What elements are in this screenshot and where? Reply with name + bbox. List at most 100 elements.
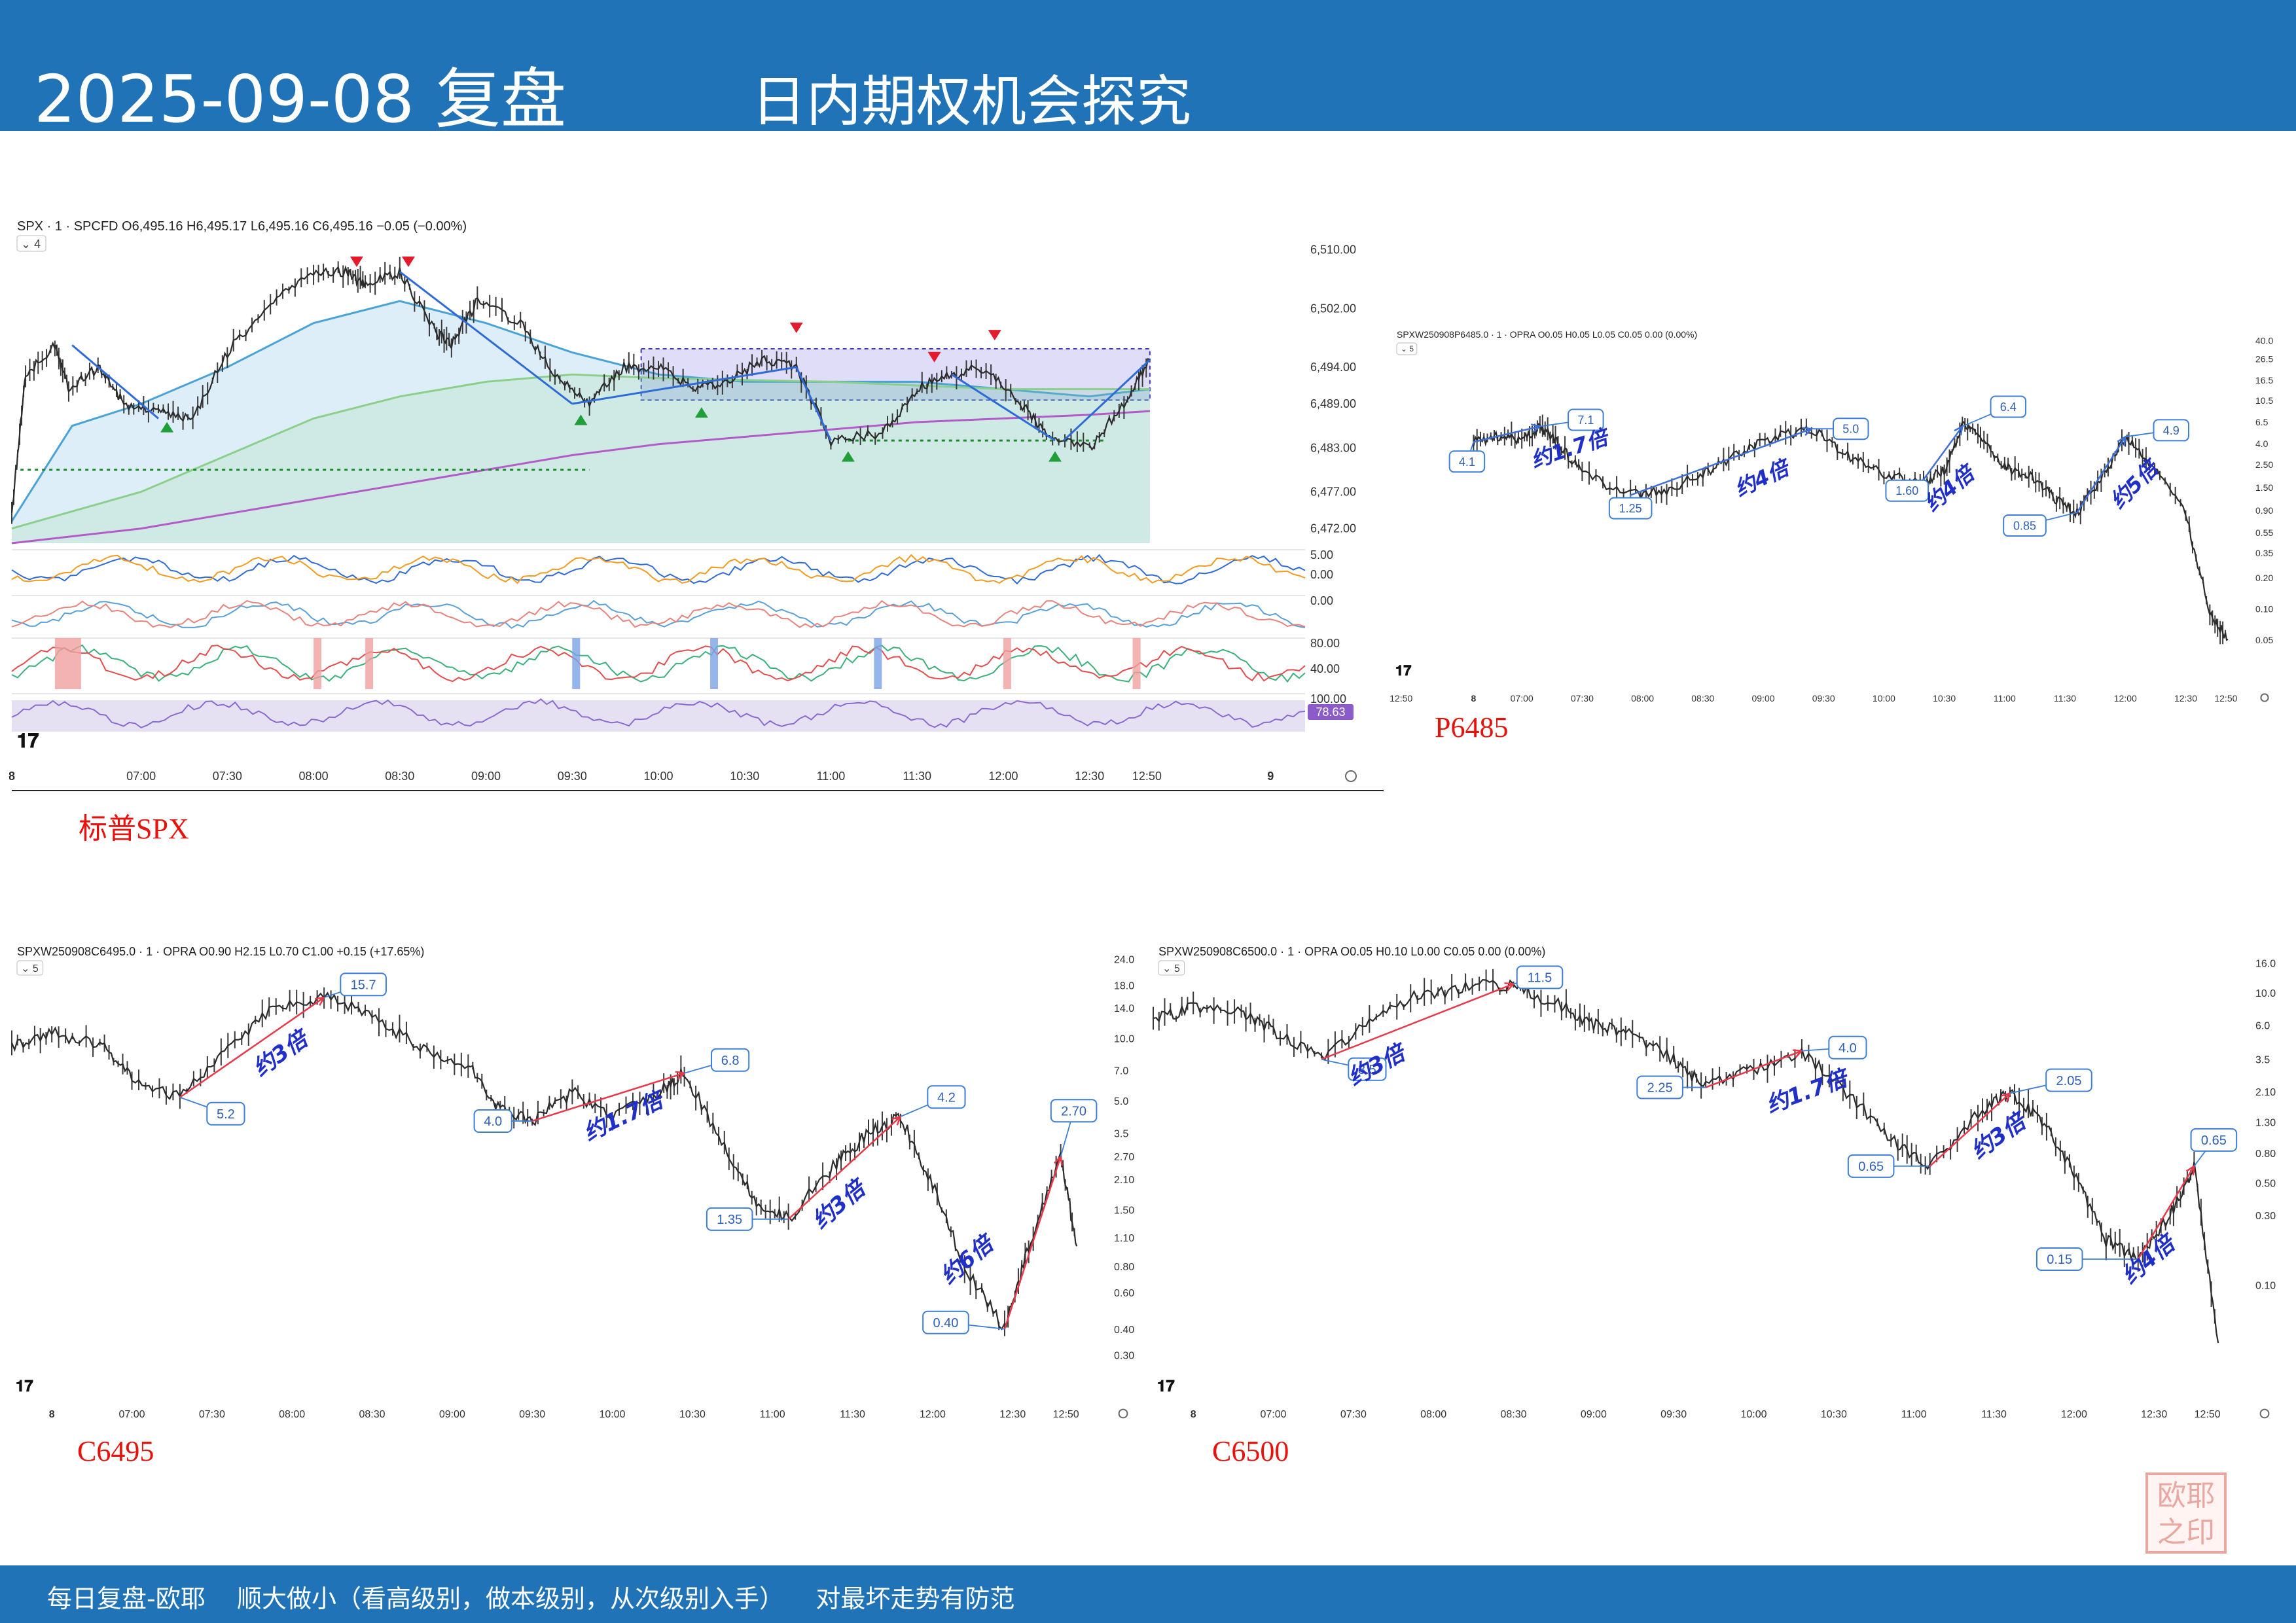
x-tick-label: 12:30 xyxy=(1075,770,1104,783)
rise-arrow xyxy=(1929,1092,2011,1167)
value-callout-text: 4.9 xyxy=(2163,424,2179,437)
x-tick-label: 09:00 xyxy=(439,1409,465,1420)
buy-signal-icon xyxy=(574,414,588,425)
seal-stamp: 欧耶 之印 xyxy=(2145,1472,2227,1554)
ratio-annotation: 约1.7倍 xyxy=(580,1086,670,1147)
subtitle: 日内期权机会探究 xyxy=(751,69,1192,134)
ma-green-line xyxy=(11,373,1150,530)
value-callout-text: 11.5 xyxy=(1528,971,1552,986)
value-callout-box xyxy=(1990,395,2027,418)
x-tick-label: 12:00 xyxy=(2061,1409,2087,1420)
tradingview-logo-icon: 𝟏𝟕 xyxy=(17,730,39,752)
y-tick-label: 7.0 xyxy=(1114,1066,1128,1077)
settings-gear-icon xyxy=(1345,770,1357,782)
ratio-annotation: 约1.7倍 xyxy=(1763,1064,1854,1118)
footer-bar: 每日复盘-欧耶 顺大做小（看高级别，做本级别，从次级别入手） 对最坏走势有防范 xyxy=(0,1565,2296,1623)
value-callout-text: 2.25 xyxy=(1647,1081,1673,1096)
y-tick-label: 0.20 xyxy=(2255,573,2273,583)
x-tick-label: 12:00 xyxy=(988,770,1018,783)
rise-arrow xyxy=(1321,983,1514,1060)
value-callout-box xyxy=(1448,450,1486,473)
ma-green-fill xyxy=(12,374,1150,543)
rise-arrow xyxy=(531,1072,685,1122)
indicator-count: ⌄ 4 xyxy=(21,238,41,251)
y-tick-label: 10.0 xyxy=(1114,1033,1134,1044)
signal-bar xyxy=(710,638,719,689)
y-tick-label: 2.70 xyxy=(1114,1152,1134,1163)
rise-arrow-head xyxy=(2001,1092,2012,1103)
x-tick-label: 12:50 xyxy=(1132,770,1162,783)
ratio-annotation: 约6倍 xyxy=(935,1229,1001,1290)
x-tick-label: 08:30 xyxy=(1691,693,1714,704)
symbol-header: SPXW250908P6485.0 · 1 · OPRA O0.05 H0.05… xyxy=(1397,329,1697,340)
y-tick-label: 1.10 xyxy=(1114,1233,1134,1244)
value-callout-box xyxy=(2036,1247,2083,1272)
oscillator-line xyxy=(11,645,1306,683)
y-tick-label: 6,477.00 xyxy=(1310,486,1356,499)
x-tick-label: 10:30 xyxy=(679,1409,706,1420)
value-callout-box xyxy=(2190,1128,2238,1152)
y-tick-label: 0.60 xyxy=(1114,1288,1134,1299)
rise-arrow xyxy=(1473,425,1541,443)
oscillator-line xyxy=(11,554,1306,585)
y-tick-label: 1.50 xyxy=(2255,482,2273,493)
buy-signal-icon xyxy=(160,421,174,433)
y-tick-label: 18.0 xyxy=(1114,980,1134,991)
rise-arrow xyxy=(1630,428,1812,496)
value-callout-box xyxy=(473,1109,512,1133)
x-tick-label: 07:00 xyxy=(1511,693,1534,704)
subpanel-y-tick: 100.00 xyxy=(1310,692,1346,705)
ratio-annotation: 约3倍 xyxy=(248,1024,315,1082)
value-callout-text: 4.1 xyxy=(1459,455,1475,469)
y-tick-label: 0.55 xyxy=(2255,527,2273,538)
signal-bar xyxy=(1132,638,1141,689)
subpanel-y-tick: 80.00 xyxy=(1310,637,1340,650)
value-callout-text: 6.8 xyxy=(721,1054,740,1068)
y-tick-label: 6,494.00 xyxy=(1310,361,1356,374)
swing-line xyxy=(795,366,832,441)
value-callout-text: 7.1 xyxy=(1577,414,1594,427)
y-tick-label: 4.0 xyxy=(2255,438,2269,449)
y-tick-label: 6,472.00 xyxy=(1310,522,1356,535)
sell-signal-icon xyxy=(789,322,803,333)
y-tick-label: 0.50 xyxy=(2255,1178,2276,1189)
value-callout-box xyxy=(1828,1035,1867,1060)
oscillator-line xyxy=(11,599,1306,630)
x-tick-label: 07:30 xyxy=(1340,1409,1367,1420)
y-tick-label: 5.0 xyxy=(1114,1096,1128,1107)
consolidation-box xyxy=(640,348,1151,401)
x-tick-label: 10:30 xyxy=(730,770,759,783)
rise-arrow xyxy=(1003,1156,1062,1330)
signal-bar xyxy=(572,638,581,689)
subpanel-y-tick: 0.00 xyxy=(1310,568,1333,581)
price-series xyxy=(1153,978,2219,1344)
y-tick-label: 2.10 xyxy=(1114,1175,1134,1186)
value-callout-text: 6.4 xyxy=(2000,401,2017,414)
tradingview-logo-icon: 𝟏𝟕 xyxy=(1395,662,1412,679)
x-tick-label: 09:00 xyxy=(1581,1409,1607,1420)
value-callout-text: 0.65 xyxy=(1858,1160,1884,1174)
indicator-count: ⌄ 5 xyxy=(21,963,39,974)
header-bar: 2025-09-08 复盘 日内期权机会探究 xyxy=(0,0,2296,137)
y-tick-label: 26.5 xyxy=(2255,354,2273,365)
x-tick-label: 12:30 xyxy=(2174,693,2197,704)
subpanel-y-tick: 40.00 xyxy=(1310,662,1340,675)
value-callout-text: 1.60 xyxy=(1895,484,1918,497)
oscillator-line xyxy=(11,599,1306,628)
value-callout-text: 5.2 xyxy=(217,1107,235,1122)
y-tick-label: 6,483.00 xyxy=(1310,441,1356,454)
value-callout-text: 1.35 xyxy=(717,1213,742,1227)
value-callout-box xyxy=(340,972,387,997)
sell-signal-icon xyxy=(350,257,363,268)
value-callout-text: 5.0 xyxy=(1842,423,1859,436)
y-tick-label: 0.35 xyxy=(2255,548,2273,558)
y-tick-label: 0.30 xyxy=(2255,1211,2276,1222)
rise-arrow xyxy=(2137,1166,2195,1260)
indicator-count: ⌄ 5 xyxy=(1401,344,1414,353)
value-callout-box xyxy=(927,1085,966,1109)
y-tick-label: 0.40 xyxy=(1114,1325,1134,1336)
value-callout-text: 1.25 xyxy=(1619,502,1642,515)
ratio-annotation: 约5倍 xyxy=(2106,454,2165,513)
indicator-count: ⌄ 5 xyxy=(1162,963,1180,974)
x-tick-label: 07:30 xyxy=(213,770,242,783)
